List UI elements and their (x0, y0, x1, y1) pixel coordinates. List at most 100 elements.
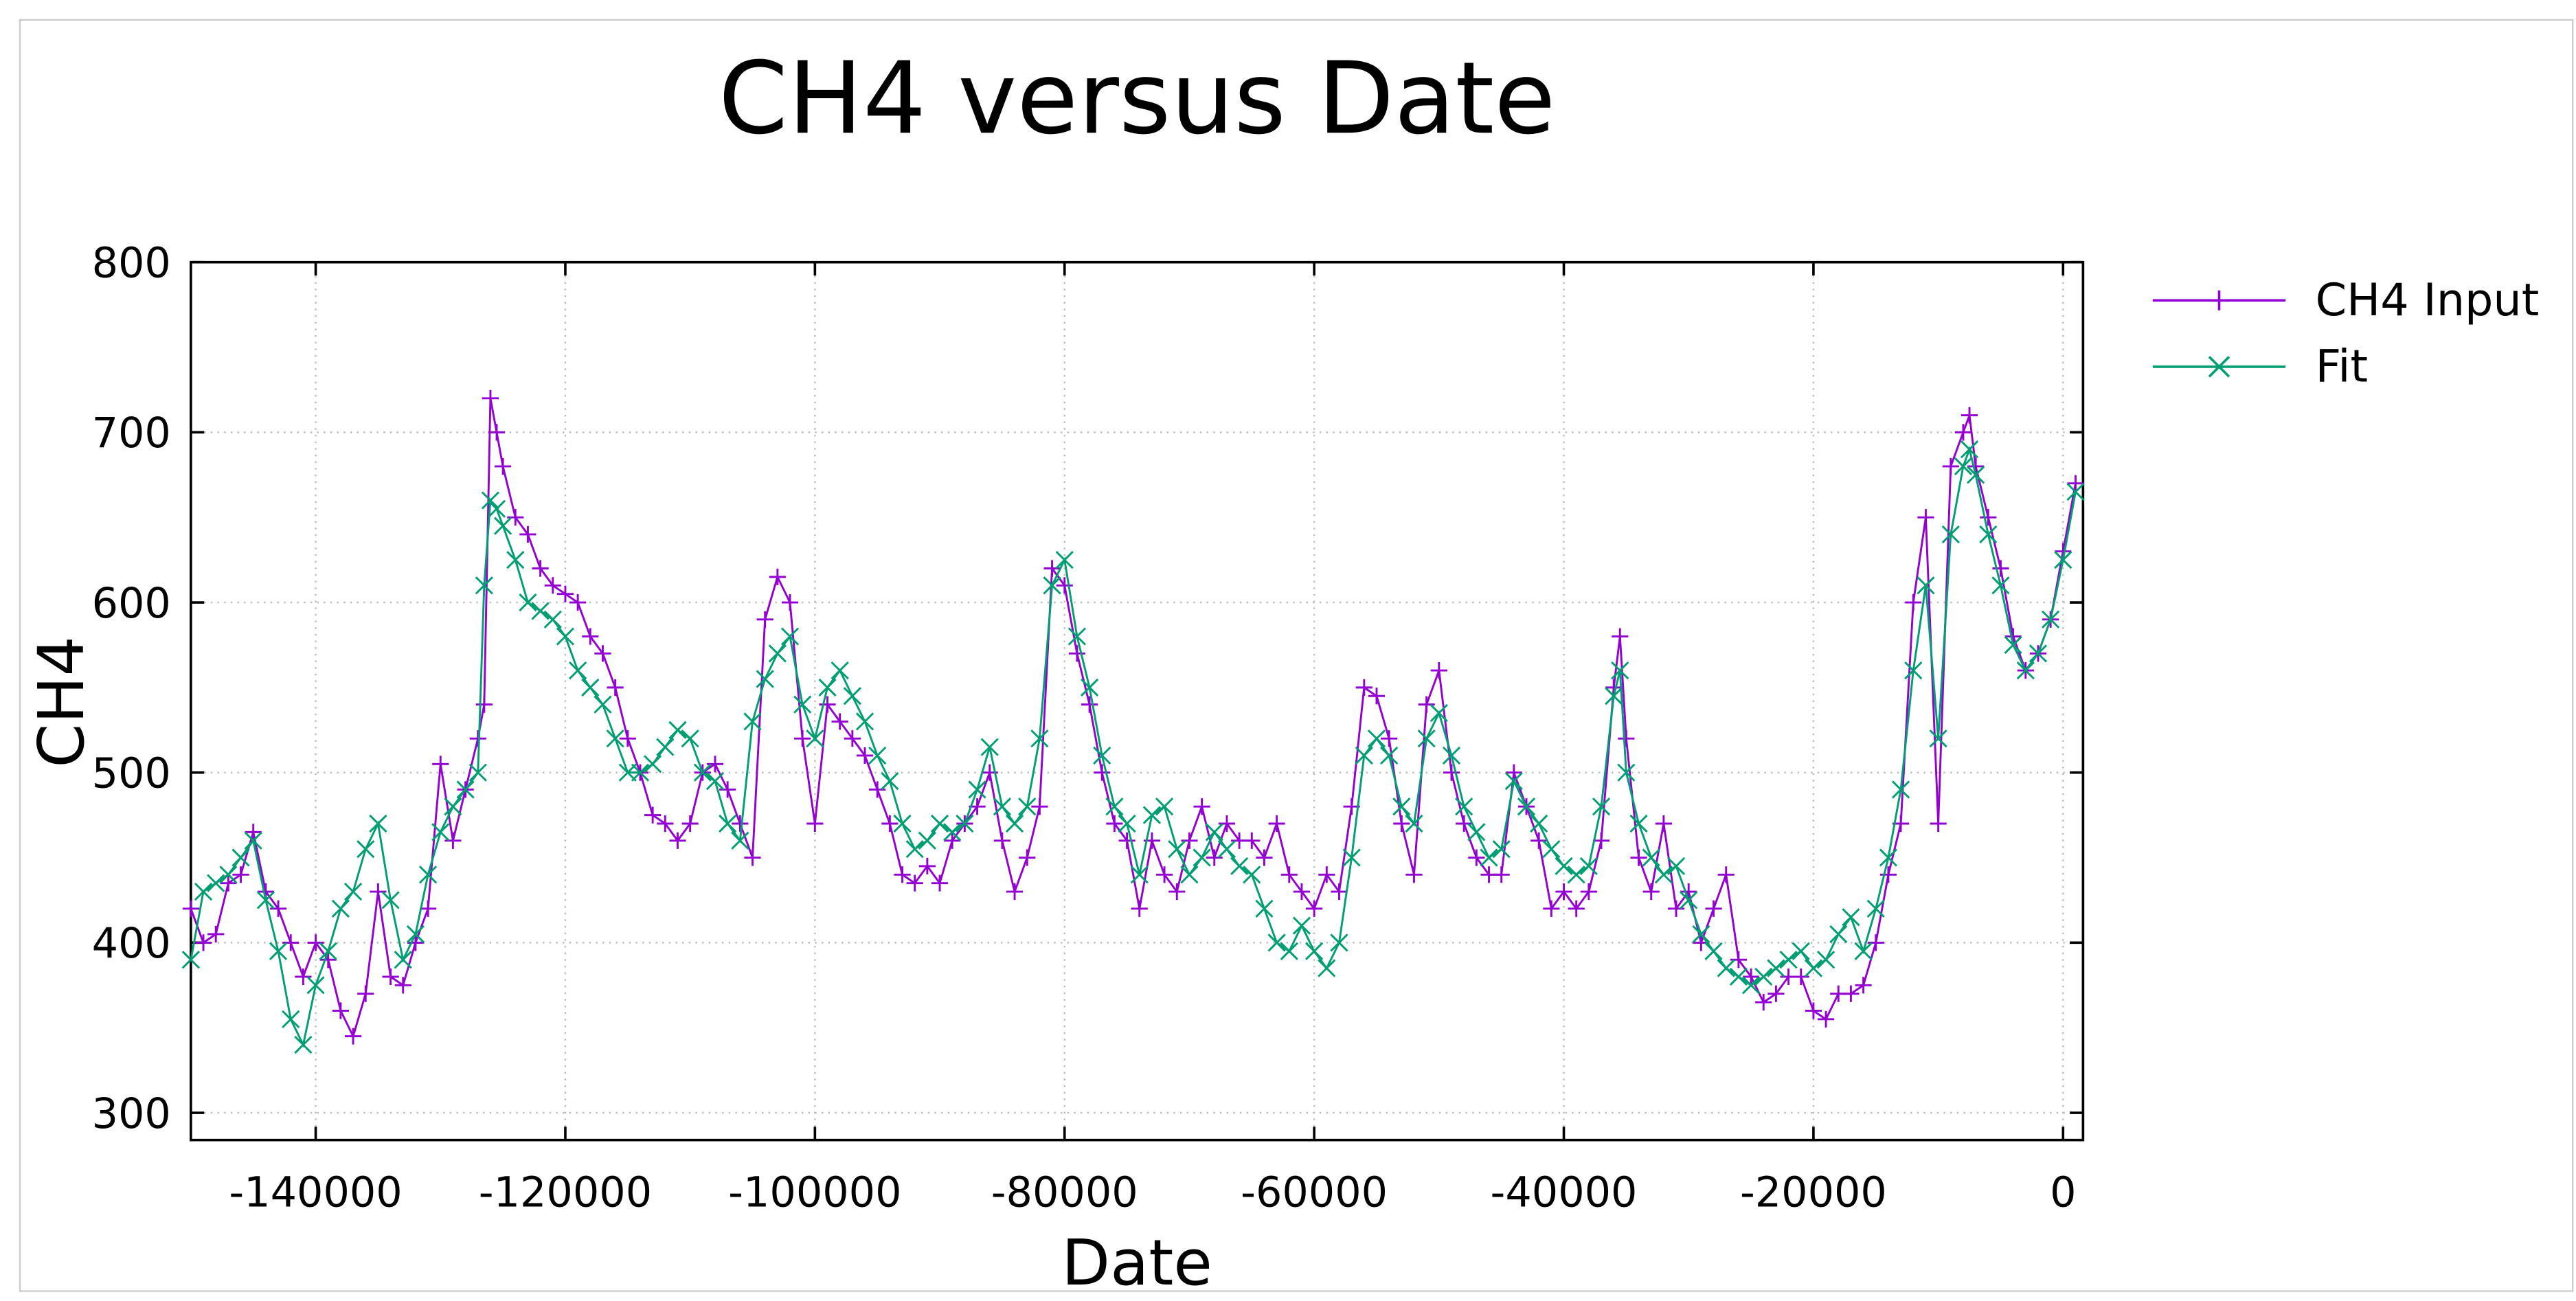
point-marker (269, 900, 287, 917)
point-marker (844, 730, 861, 747)
point-marker (980, 738, 999, 756)
point-marker (644, 755, 662, 773)
point-marker (1130, 866, 1149, 884)
point-marker (444, 832, 462, 849)
point-marker (1992, 560, 2009, 577)
point-marker (855, 712, 874, 731)
point-marker (1217, 840, 1236, 859)
legend-label: CH4 Input (2316, 274, 2540, 326)
point-marker (1492, 840, 1511, 859)
point-marker (569, 593, 587, 611)
point-marker (906, 874, 923, 892)
point-marker (1031, 798, 1048, 815)
point-marker (743, 712, 762, 731)
point-marker (1530, 832, 1548, 849)
point-marker (1206, 849, 1223, 866)
point-marker (282, 1010, 300, 1028)
point-marker (693, 763, 712, 782)
point-marker (1617, 763, 1636, 782)
point-marker (407, 934, 425, 951)
point-marker (1905, 593, 1922, 611)
point-marker (705, 771, 725, 791)
point-marker (644, 806, 662, 824)
point-marker (1280, 866, 1298, 883)
point-marker (1504, 771, 1523, 791)
point-marker (843, 687, 861, 705)
point-marker (544, 577, 561, 594)
point-marker (282, 934, 300, 951)
point-marker (1730, 951, 1747, 969)
point-marker (357, 840, 375, 859)
point-marker (1961, 407, 1978, 424)
point-marker (1904, 661, 1923, 680)
point-marker (1855, 977, 1872, 994)
point-marker (1218, 815, 1236, 833)
point-marker (306, 976, 325, 995)
point-marker (1106, 815, 1123, 833)
point-marker (319, 942, 337, 960)
point-marker (756, 611, 773, 628)
plot-border (190, 260, 2085, 1142)
point-marker (1667, 900, 1685, 917)
point-marker (1043, 560, 1061, 577)
point-marker (394, 977, 411, 994)
point-marker (868, 746, 887, 765)
point-marker (1068, 645, 1085, 662)
point-marker (495, 457, 512, 475)
point-marker (1717, 866, 1735, 883)
point-marker (1455, 797, 1473, 816)
point-marker (1093, 746, 1111, 765)
point-marker (1755, 993, 1772, 1011)
point-marker (818, 678, 837, 697)
point-marker (1680, 891, 1698, 909)
point-marker (207, 874, 225, 892)
point-marker (1480, 848, 1498, 867)
point-marker (1979, 525, 1998, 544)
x-tick-label: -120000 (479, 1168, 652, 1217)
point-marker (519, 593, 537, 612)
point-marker (1393, 815, 1410, 833)
point-marker (918, 831, 936, 850)
point-marker (1118, 814, 1136, 833)
point-marker (1355, 746, 1373, 765)
point-marker (1255, 899, 1274, 918)
point-marker (806, 729, 824, 748)
y-tick-label: 300 (92, 1090, 171, 1138)
point-marker (507, 509, 524, 526)
point-marker (357, 985, 374, 1002)
point-marker (606, 729, 624, 748)
point-marker (1193, 798, 1210, 815)
point-marker (719, 781, 736, 798)
point-marker (1655, 815, 1672, 833)
point-marker (719, 814, 737, 833)
x-tick-label: -40000 (1491, 1168, 1638, 1217)
point-marker (488, 424, 506, 441)
point-marker (1006, 883, 1024, 901)
point-marker (931, 874, 949, 892)
point-marker (475, 576, 493, 595)
y-tick-label: 400 (92, 920, 171, 968)
point-marker (1443, 764, 1460, 781)
point-marker (1180, 866, 1199, 884)
point-marker (295, 968, 312, 985)
point-marker (332, 1002, 349, 1019)
x-tick-label: -20000 (1740, 1168, 1887, 1217)
point-marker (1816, 951, 1835, 969)
point-marker (1105, 797, 1124, 816)
point-marker (481, 491, 500, 510)
point-marker (731, 831, 749, 850)
point-marker (1592, 832, 1610, 849)
point-marker (456, 780, 475, 799)
point-marker (806, 815, 824, 833)
y-tick-label: 800 (92, 239, 171, 287)
point-marker (1729, 967, 1748, 986)
point-marker (556, 585, 574, 602)
point-marker (1306, 900, 1323, 917)
point-marker (881, 771, 899, 791)
point-marker (1417, 729, 1436, 748)
point-marker (1142, 806, 1162, 824)
point-marker (1930, 815, 1947, 833)
point-marker (1642, 883, 1660, 901)
point-marker (618, 763, 637, 782)
point-marker (1256, 849, 1273, 866)
